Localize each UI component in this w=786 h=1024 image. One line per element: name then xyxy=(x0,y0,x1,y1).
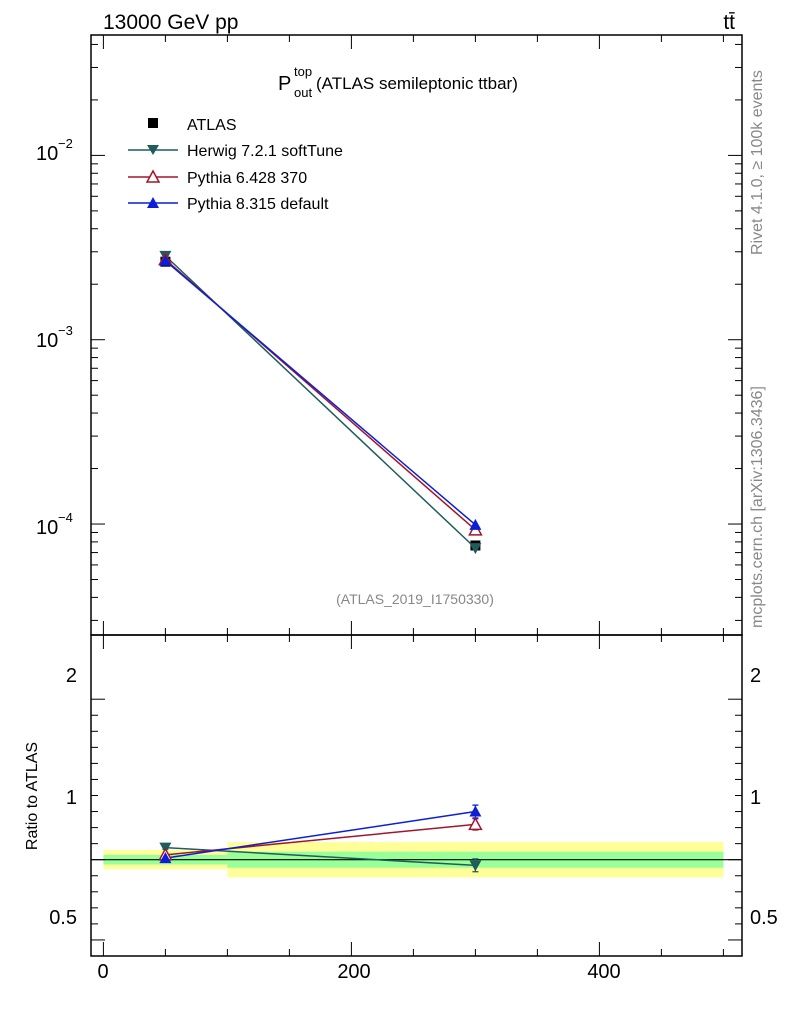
ratio-ytick-label-left-1: 1 xyxy=(66,787,77,809)
main-ytick-exp-2: −4 xyxy=(58,510,73,525)
title-main: P xyxy=(278,73,291,95)
plot-title: P top out (ATLAS semileptonic ttbar) xyxy=(278,64,518,100)
legend-marker-pythia6 xyxy=(145,169,161,183)
legend-item-pythia8: Pythia 8.315 default xyxy=(128,196,329,213)
ratio-point-2-0 xyxy=(159,852,172,864)
legend-item-herwig: Herwig 7.2.1 softTune xyxy=(128,143,343,160)
main-ytick-label-1: 10 −3 xyxy=(36,323,73,352)
header-process-label: tt̄ xyxy=(723,11,735,34)
main-ytick-label-2: 10 −4 xyxy=(36,510,73,539)
title-subscript: out xyxy=(294,85,312,100)
main-ytick-base-0: 10 xyxy=(36,143,58,165)
main-axis-ticks xyxy=(91,35,742,635)
ratio-panel: Ratio to ATLAS 2 1 0.5 2 1 0.5 0 200 400 xyxy=(24,634,778,983)
mcplots-label: mcplots.cern.ch [arXiv:1306.3436] xyxy=(749,386,766,628)
ratio-point-1-1 xyxy=(468,816,483,831)
legend-label-pythia8: Pythia 8.315 default xyxy=(187,196,329,213)
xtick-label-0: 0 xyxy=(97,961,108,983)
legend-item-pythia6: Pythia 6.428 370 xyxy=(128,169,307,187)
main-panel: P top out (ATLAS semileptonic ttbar) (AT… xyxy=(36,34,743,636)
ratio-point-0-1 xyxy=(469,860,482,872)
xtick-label-2: 400 xyxy=(587,961,620,983)
ratio-ytick-label-left-2: 2 xyxy=(66,665,77,687)
main-ytick-label-0: 10 −2 xyxy=(36,136,73,165)
main-point-1-1 xyxy=(469,543,482,555)
ratio-ytick-label-right-2: 2 xyxy=(750,665,761,687)
legend-label-pythia6: Pythia 6.428 370 xyxy=(187,170,307,187)
main-series-line-3 xyxy=(164,260,476,526)
main-ytick-base-2: 10 xyxy=(36,517,58,539)
main-point-3-0 xyxy=(159,254,172,266)
main-point-3-1 xyxy=(469,518,482,530)
ratio-ytick-label-right-1: 1 xyxy=(750,787,761,809)
legend-marker-herwig xyxy=(147,145,159,155)
ratio-ylabel: Ratio to ATLAS xyxy=(24,742,41,850)
legend-label-atlas: ATLAS xyxy=(187,117,237,134)
main-ytick-exp-0: −2 xyxy=(58,136,73,151)
legend-item-atlas: ATLAS xyxy=(148,117,237,134)
main-ytick-exp-1: −3 xyxy=(58,323,73,338)
legend: ATLAS Herwig 7.2.1 softTune Pythia 6.428… xyxy=(128,117,343,213)
legend-marker-pythia8 xyxy=(147,197,159,208)
ratio-point-2-1 xyxy=(469,805,482,817)
ratio-series-line-2 xyxy=(165,810,476,859)
main-series-group xyxy=(158,250,483,555)
xtick-label-1: 200 xyxy=(337,961,370,983)
legend-label-herwig: Herwig 7.2.1 softTune xyxy=(187,143,343,160)
ratio-ytick-label-left-0: 0.5 xyxy=(49,907,77,929)
ratio-series-group xyxy=(158,804,483,873)
main-ytick-base-1: 10 xyxy=(36,330,58,352)
title-rest: (ATLAS semileptonic ttbar) xyxy=(316,74,518,93)
ratio-axis-ticks xyxy=(91,635,742,956)
ratio-frame xyxy=(90,634,743,957)
analysis-watermark: (ATLAS_2019_I1750330) xyxy=(336,591,494,607)
title-superscript: top xyxy=(294,64,312,79)
rivet-version-label: Rivet 4.1.0, ≥ 100k events xyxy=(749,70,766,255)
legend-marker-atlas xyxy=(148,118,158,128)
header-energy-label: 13000 GeV pp xyxy=(103,11,238,34)
ratio-ytick-label-right-0: 0.5 xyxy=(750,907,778,929)
